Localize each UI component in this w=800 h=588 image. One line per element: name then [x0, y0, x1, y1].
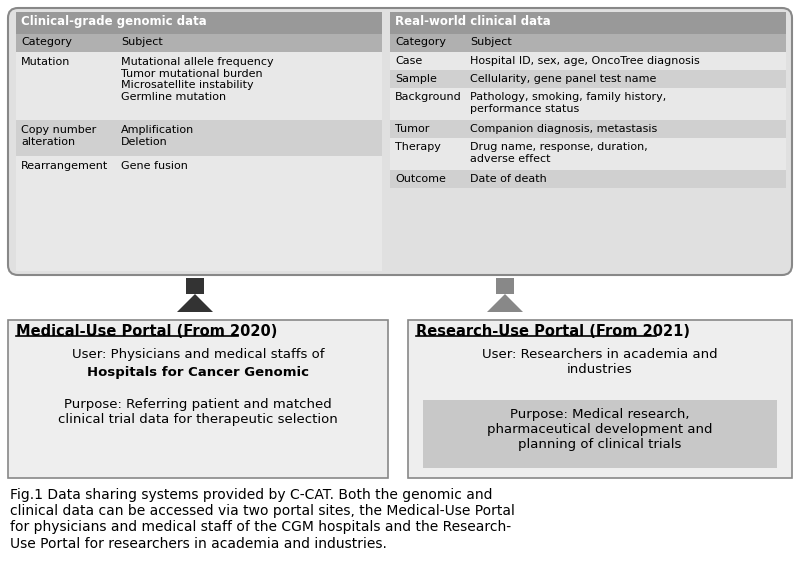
Text: Pathology, smoking, family history,
performance status: Pathology, smoking, family history, perf… [470, 92, 666, 113]
Text: Subject: Subject [470, 37, 512, 47]
Text: Date of death: Date of death [470, 174, 546, 184]
Text: Outcome: Outcome [395, 174, 446, 184]
Text: User: Researchers in academia and
industries: User: Researchers in academia and indust… [482, 348, 718, 376]
Text: Cellularity, gene panel test name: Cellularity, gene panel test name [470, 74, 656, 84]
Bar [496, 278, 514, 294]
Text: Case: Case [395, 56, 422, 66]
FancyBboxPatch shape [8, 8, 792, 275]
Bar [16, 52, 382, 120]
Bar [390, 170, 786, 188]
Text: Fig.1 Data sharing systems provided by C-CAT. Both the genomic and
clinical data: Fig.1 Data sharing systems provided by C… [10, 488, 515, 550]
Bar [390, 12, 786, 34]
Bar [390, 70, 786, 88]
Bar [390, 34, 786, 52]
Text: Rearrangement: Rearrangement [21, 161, 108, 171]
Text: Hospitals for Cancer Genomic: Hospitals for Cancer Genomic [87, 366, 309, 379]
Text: Drug name, response, duration,
adverse effect: Drug name, response, duration, adverse e… [470, 142, 648, 163]
Bar [423, 400, 777, 468]
Bar [16, 156, 382, 271]
Bar [16, 34, 382, 52]
Text: Gene fusion: Gene fusion [121, 161, 188, 171]
Bar [16, 120, 382, 156]
Text: Medical-Use Portal (From 2020): Medical-Use Portal (From 2020) [16, 324, 278, 339]
Text: Sample: Sample [395, 74, 437, 84]
Polygon shape [487, 294, 523, 312]
Text: Background: Background [395, 92, 462, 102]
Text: Mutational allele frequency
Tumor mutational burden
Microsatellite instability
G: Mutational allele frequency Tumor mutati… [121, 57, 274, 102]
Text: Category: Category [395, 37, 446, 47]
Bar [390, 138, 786, 170]
Text: Purpose: Medical research,
pharmaceutical development and
planning of clinical t: Purpose: Medical research, pharmaceutica… [487, 408, 713, 451]
Text: Therapy: Therapy [395, 142, 441, 152]
Polygon shape [177, 294, 213, 312]
Bar [186, 278, 204, 294]
Text: Category: Category [21, 37, 72, 47]
Text: Copy number
alteration: Copy number alteration [21, 125, 96, 146]
Bar [408, 320, 792, 478]
Bar [8, 320, 388, 478]
Text: Mutation: Mutation [21, 57, 70, 67]
Text: Amplification
Deletion: Amplification Deletion [121, 125, 194, 146]
Text: Hospital ID, sex, age, OncoTree diagnosis: Hospital ID, sex, age, OncoTree diagnosi… [470, 56, 700, 66]
Text: Clinical-grade genomic data: Clinical-grade genomic data [21, 15, 206, 28]
Text: Subject: Subject [121, 37, 162, 47]
Bar [390, 88, 786, 120]
Text: Tumor: Tumor [395, 124, 430, 134]
Text: Research-Use Portal (From 2021): Research-Use Portal (From 2021) [416, 324, 690, 339]
Text: User: Physicians and medical staffs of: User: Physicians and medical staffs of [72, 348, 324, 361]
Text: Companion diagnosis, metastasis: Companion diagnosis, metastasis [470, 124, 658, 134]
Bar [16, 12, 382, 34]
Text: Real-world clinical data: Real-world clinical data [395, 15, 550, 28]
Bar [390, 52, 786, 70]
Bar [390, 120, 786, 138]
Text: Purpose: Referring patient and matched
clinical trial data for therapeutic selec: Purpose: Referring patient and matched c… [58, 398, 338, 426]
